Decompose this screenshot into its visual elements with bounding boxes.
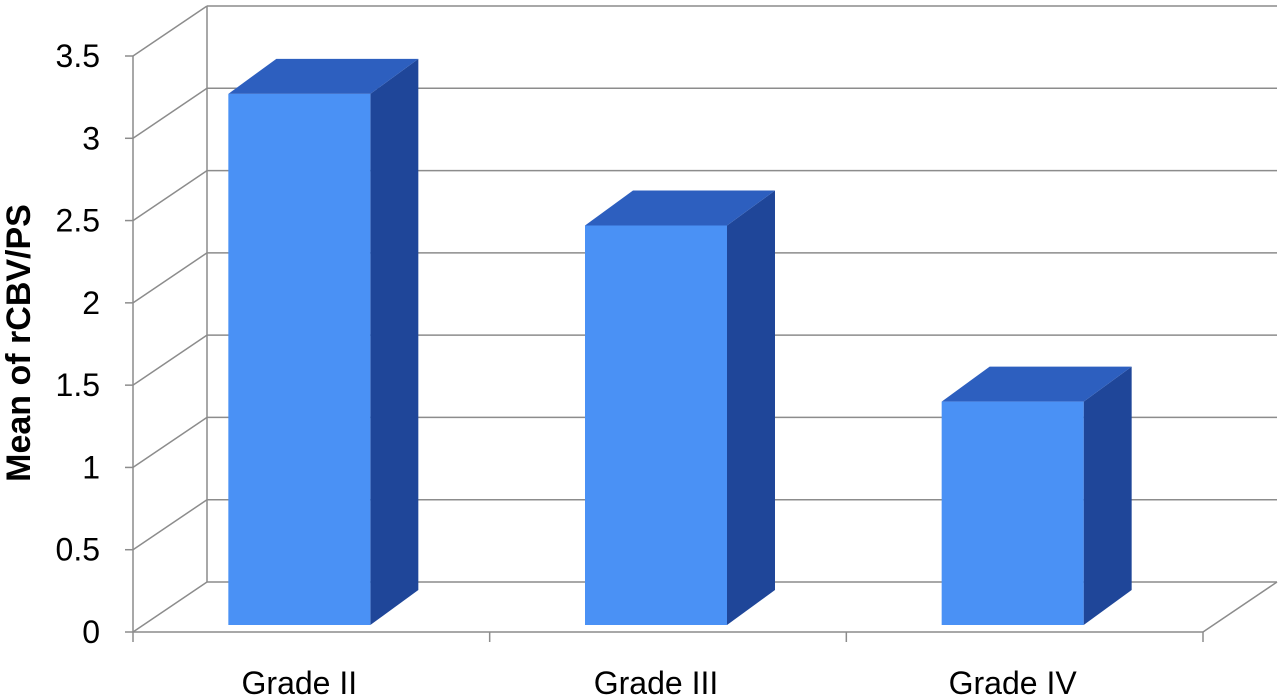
y-tick-label: 2 [82, 285, 100, 321]
bar-grade-iii [585, 190, 775, 625]
y-tick-label: 0.5 [56, 532, 100, 568]
axes [125, 6, 1278, 642]
gridline-diagonal [132, 252, 208, 304]
x-category-label: Grade IV [949, 665, 1078, 698]
y-tick-labels: 0 0.5 1 1.5 2 2.5 3 3.5 [56, 38, 100, 650]
x-category-label: Grade II [242, 665, 358, 698]
bar-front-face [941, 401, 1084, 625]
bar-side-face [1083, 366, 1132, 625]
y-tick-label: 0 [82, 614, 100, 650]
y-tick-label: 1 [82, 449, 100, 485]
y-axis-title: Mean of rCBV/PS [0, 204, 38, 482]
gridline-diagonal [132, 499, 208, 551]
floor-right-edge [1202, 581, 1278, 633]
gridline-diagonal [132, 87, 208, 139]
bar-top-face [941, 366, 1132, 402]
y-tick-label: 3 [82, 120, 100, 156]
y-tick-label: 3.5 [56, 38, 100, 74]
gridline-diagonal [132, 169, 208, 222]
bar-front-face [228, 93, 371, 625]
gridline-diagonal [132, 416, 208, 469]
gridline-diagonal [132, 334, 208, 386]
bar-grade-ii [228, 58, 419, 625]
bar-side-face [370, 58, 419, 625]
x-category-labels: Grade II Grade III Grade IV [242, 665, 1078, 698]
bar-grade-iv [941, 366, 1132, 625]
bars [228, 58, 1132, 625]
x-category-label: Grade III [594, 665, 719, 698]
gridline-diagonal [132, 581, 208, 633]
bar-front-face [585, 225, 727, 625]
gridline-diagonal [132, 5, 208, 57]
bar-top-face [585, 190, 775, 226]
bar-side-face [727, 190, 775, 625]
bar-top-face [228, 58, 419, 94]
y-tick-label: 2.5 [56, 203, 100, 239]
y-tick-label: 1.5 [56, 367, 100, 403]
